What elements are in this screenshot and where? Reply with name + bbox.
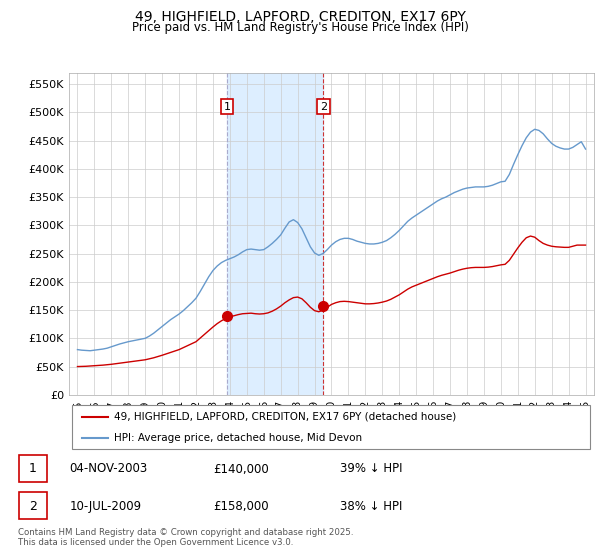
FancyBboxPatch shape xyxy=(71,405,590,449)
Text: 1: 1 xyxy=(29,463,37,475)
Text: HPI: Average price, detached house, Mid Devon: HPI: Average price, detached house, Mid … xyxy=(113,433,362,443)
Text: 10-JUL-2009: 10-JUL-2009 xyxy=(70,500,142,512)
FancyBboxPatch shape xyxy=(19,455,47,482)
Text: 49, HIGHFIELD, LAPFORD, CREDITON, EX17 6PY (detached house): 49, HIGHFIELD, LAPFORD, CREDITON, EX17 6… xyxy=(113,412,456,422)
FancyBboxPatch shape xyxy=(19,492,47,519)
Text: £140,000: £140,000 xyxy=(214,463,269,475)
Text: 39% ↓ HPI: 39% ↓ HPI xyxy=(340,463,403,475)
Text: Price paid vs. HM Land Registry's House Price Index (HPI): Price paid vs. HM Land Registry's House … xyxy=(131,21,469,34)
Text: Contains HM Land Registry data © Crown copyright and database right 2025.
This d: Contains HM Land Registry data © Crown c… xyxy=(18,528,353,547)
Text: 04-NOV-2003: 04-NOV-2003 xyxy=(70,463,148,475)
Bar xyxy=(227,73,323,395)
Text: 49, HIGHFIELD, LAPFORD, CREDITON, EX17 6PY: 49, HIGHFIELD, LAPFORD, CREDITON, EX17 6… xyxy=(134,10,466,24)
Text: 38% ↓ HPI: 38% ↓ HPI xyxy=(340,500,403,512)
Text: £158,000: £158,000 xyxy=(214,500,269,512)
Text: 2: 2 xyxy=(29,500,37,512)
Text: 1: 1 xyxy=(224,102,230,111)
Text: 2: 2 xyxy=(320,102,327,111)
